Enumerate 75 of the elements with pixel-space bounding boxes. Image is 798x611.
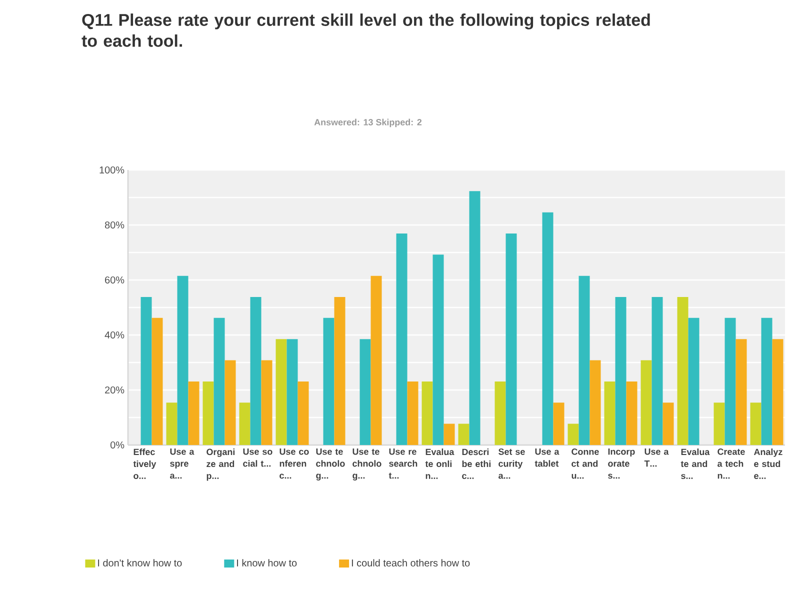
bar	[458, 424, 470, 445]
bar	[553, 402, 564, 445]
x-tick-label: Evaluate onlin...	[425, 448, 454, 479]
bar	[652, 297, 663, 445]
x-tick-label: Create a techn...	[718, 448, 745, 479]
chart-title: Q11 Please rate your current skill level on the following topics related to each tool.	[82, 14, 650, 47]
bar	[542, 212, 554, 445]
bar	[604, 381, 616, 445]
bar	[640, 360, 652, 445]
bar	[370, 276, 382, 445]
y-tick-label: 60%	[105, 276, 124, 284]
bar	[276, 339, 287, 445]
bar	[286, 339, 298, 445]
bar	[444, 424, 455, 445]
legend-label: I know how to	[237, 559, 297, 566]
bar	[590, 360, 601, 445]
x-tick-label: Set security a...	[498, 448, 525, 479]
bar	[261, 360, 272, 445]
bar	[407, 381, 418, 445]
bar	[224, 360, 236, 445]
bar	[298, 381, 309, 445]
x-tick-label: Use technolog...	[352, 448, 382, 480]
bar	[239, 402, 250, 445]
bar	[714, 402, 725, 445]
x-tick-label: Use social t...	[243, 448, 272, 467]
bar	[688, 318, 700, 445]
bar	[662, 402, 674, 445]
bar	[772, 339, 784, 445]
x-tick-label: Describe ethic...	[462, 448, 491, 480]
bar	[761, 318, 772, 445]
bar	[724, 318, 736, 445]
bar	[396, 234, 408, 445]
x-tick-label: Effectively o...	[133, 448, 156, 480]
bar	[626, 381, 638, 445]
y-tick-label: 40%	[104, 331, 124, 339]
bar	[750, 402, 762, 445]
x-tick-label: Organize and p...	[206, 448, 235, 481]
bar	[202, 381, 214, 445]
x-tick-label: Use conferen c...	[280, 448, 309, 479]
bar	[188, 381, 200, 445]
x-tick-label: Use a spre a...	[170, 448, 194, 479]
y-tick-label: 80%	[104, 221, 124, 229]
x-tick-label: Use research t...	[388, 448, 418, 479]
x-tick-label: Connect and u...	[572, 448, 599, 479]
bar	[152, 318, 163, 445]
x-tick-label: Analyze stud e...	[754, 448, 782, 480]
bar	[615, 297, 626, 445]
bar	[177, 276, 188, 445]
bar	[140, 297, 152, 445]
bar	[250, 297, 262, 445]
x-tick-label: Use technolog...	[316, 448, 345, 480]
bar	[736, 339, 747, 445]
bar	[494, 381, 506, 445]
bar	[360, 339, 371, 445]
y-tick-label: 0%	[110, 441, 124, 449]
bar	[568, 424, 579, 445]
bar	[334, 297, 346, 445]
chart-subtitle: Answered: 13 Skipped: 2	[314, 118, 422, 128]
x-tick-label: Incorporate s...	[608, 448, 635, 479]
bar	[578, 276, 590, 445]
bar	[677, 297, 688, 445]
bar	[323, 318, 334, 445]
legend-label: I could teach others how to	[352, 559, 470, 566]
y-tick-label: 20%	[105, 386, 124, 394]
bar	[214, 318, 225, 445]
bar	[469, 191, 480, 445]
bar	[432, 254, 444, 445]
x-tick-label: Use a tablet	[534, 448, 560, 467]
x-tick-label: Evaluate and s...	[680, 448, 710, 480]
bar	[422, 381, 433, 445]
bar	[166, 402, 178, 445]
y-tick-label: 100%	[100, 166, 124, 174]
x-tick-label: Use a T...	[644, 448, 669, 467]
legend-label: I don't know how to	[98, 559, 182, 566]
bar	[506, 234, 517, 445]
